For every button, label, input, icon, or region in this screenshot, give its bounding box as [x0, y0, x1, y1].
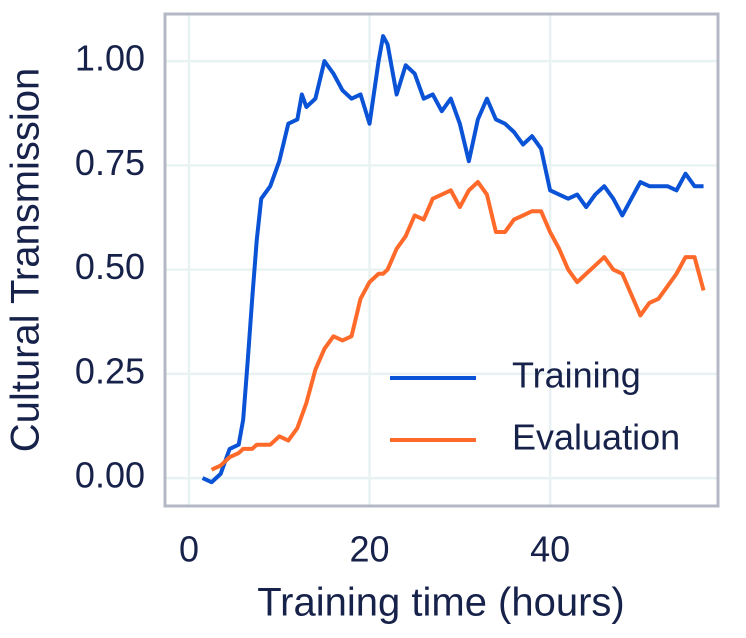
y-tick-label: 1.00	[75, 38, 145, 79]
legend-label: Evaluation	[512, 417, 680, 458]
y-tick-label: 0.25	[75, 350, 145, 391]
y-tick-label: 0.00	[75, 455, 145, 496]
lines	[201, 34, 706, 485]
data-line	[210, 180, 706, 472]
data-line	[201, 34, 704, 485]
legend-label: Training	[512, 355, 641, 396]
y-axis-label: Cultural Transmission	[4, 68, 48, 453]
x-tick-label: 40	[530, 529, 570, 570]
x-axis-label: Training time (hours)	[257, 581, 625, 625]
grid	[165, 14, 718, 506]
x-tick-label: 0	[179, 529, 199, 570]
x-tick-label: 20	[350, 529, 390, 570]
y-tick-label: 0.75	[75, 142, 145, 183]
legend: Training Evaluation	[390, 355, 680, 458]
y-tick-label: 0.50	[75, 246, 145, 287]
plot-frame	[163, 12, 720, 508]
